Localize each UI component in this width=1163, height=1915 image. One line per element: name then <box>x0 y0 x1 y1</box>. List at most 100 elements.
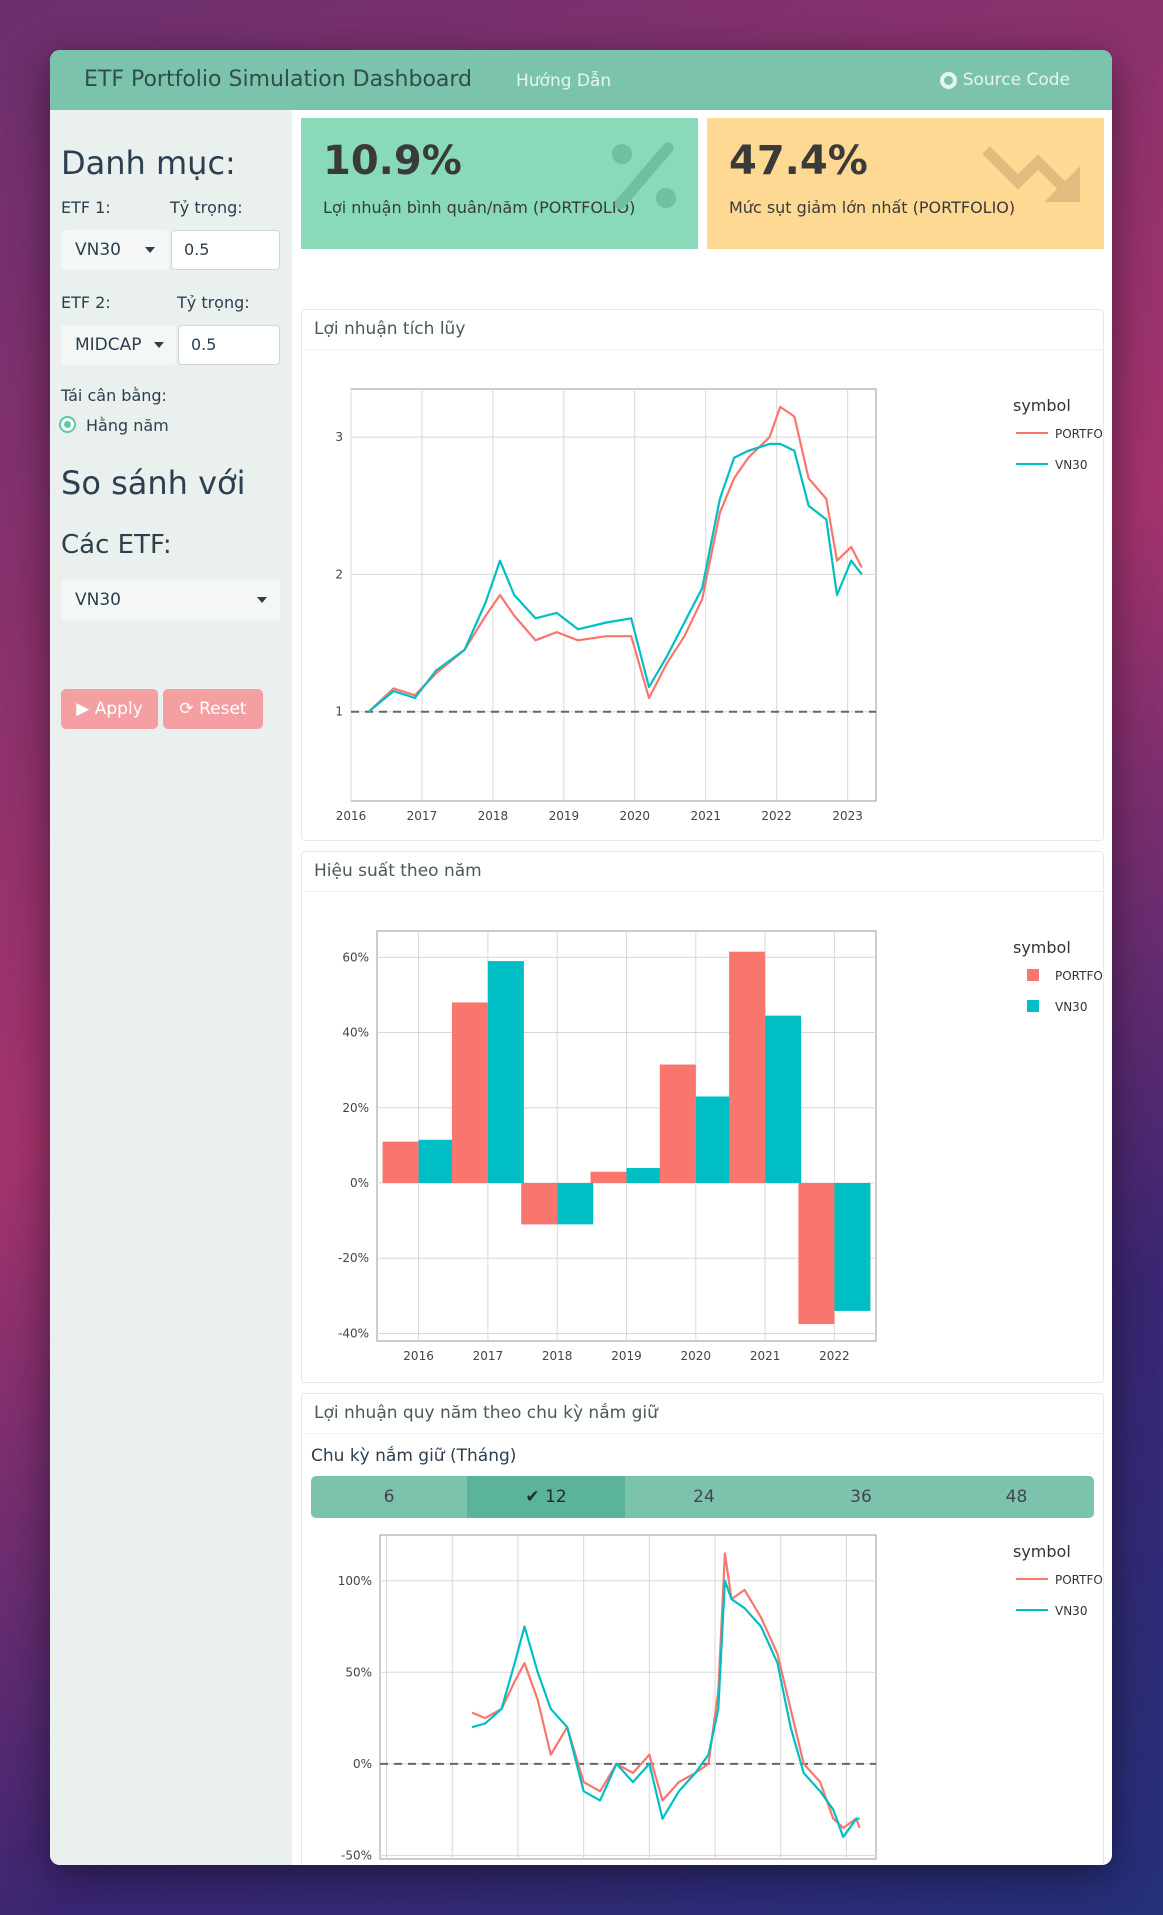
legend-label: VN30 <box>1055 458 1087 472</box>
guide-link[interactable]: Hướng Dẫn <box>516 71 612 91</box>
annual-card: Hiệu suất theo năm 60% 40% 20% 0% -20% -40% 20… <box>301 851 1104 1383</box>
y-tick-label: 100% <box>338 1574 372 1588</box>
legend-label: VN30 <box>1055 1000 1087 1014</box>
x-tick-label: 2023 <box>832 809 863 823</box>
x-tick-label: 2019 <box>549 809 580 823</box>
bar <box>451 1002 488 1184</box>
legend-label: PORTFOLIO <box>1055 427 1103 441</box>
portfolio-heading: Danh mục: <box>61 144 236 182</box>
app-title[interactable]: ETF Portfolio Simulation Dashboard <box>84 67 473 92</box>
series-line <box>471 1579 860 1839</box>
rolling-title: Lợi nhuận quy năm theo chu kỳ nắm giữ <box>314 1403 658 1423</box>
etfs-heading: Các ETF: <box>61 530 172 560</box>
play-icon: ▶ <box>76 699 95 719</box>
compare-select-value: VN30 <box>75 590 121 610</box>
source-code-label: Source Code <box>962 70 1070 90</box>
bar <box>521 1183 558 1225</box>
x-tick-label: 2016 <box>336 809 367 823</box>
y-tick-label: -20% <box>338 1251 369 1265</box>
apply-button[interactable]: ▶ Apply <box>61 689 158 729</box>
cumulative-return-chart: 2016 2017 2018 2019 2020 2021 2022 2023 1 2 3 symbo… <box>335 388 1103 823</box>
x-tick-label: 2018 <box>542 1349 573 1363</box>
bar <box>765 1015 802 1184</box>
legend-label: PORTFOLIO <box>1055 1573 1103 1587</box>
x-tick-label: 2019 <box>611 1349 642 1363</box>
plot-area <box>379 1534 877 1860</box>
bar <box>798 1183 835 1325</box>
x-tick-label: 2020 <box>681 1349 712 1363</box>
y-tick-label: 50% <box>345 1665 372 1679</box>
legend-title: symbol <box>1013 938 1071 957</box>
cumulative-title: Lợi nhuận tích lũy <box>314 319 466 339</box>
legend-title: symbol <box>1013 1542 1071 1561</box>
legend-title: symbol <box>1013 396 1071 415</box>
y-tick-label: 60% <box>342 950 369 964</box>
y-tick-label: 1 <box>335 705 343 719</box>
trend-down-icon <box>982 146 1080 202</box>
etf1-label: ETF 1: <box>61 198 111 217</box>
rebalance-radio[interactable] <box>59 416 76 433</box>
period-12-button[interactable]: ✔ 12 <box>467 1476 625 1518</box>
chevron-down-icon <box>257 597 267 603</box>
bar <box>418 1139 455 1184</box>
app-window: ETF Portfolio Simulation Dashboard Hướng… <box>50 50 1112 1865</box>
y-tick-label: 3 <box>335 430 343 444</box>
source-code-link[interactable]: Source Code <box>939 70 1070 90</box>
x-tick-label: 2018 <box>478 809 509 823</box>
series-line <box>471 1552 861 1829</box>
apply-label: Apply <box>94 699 143 719</box>
etf1-weight-input[interactable]: 0.5 <box>171 230 280 270</box>
period-24-button[interactable]: 24 <box>693 1487 715 1507</box>
annual-return-chart: 60% 40% 20% 0% -20% -40% 2016 2017 2018 2019 2020 2… <box>338 930 1103 1363</box>
chevron-down-icon <box>154 342 164 348</box>
bar <box>729 951 766 1184</box>
github-icon <box>939 71 957 89</box>
x-tick-label: 2017 <box>473 1349 504 1363</box>
bar <box>382 1141 419 1184</box>
plot-area <box>350 388 877 802</box>
legend-swatch <box>1027 1000 1039 1012</box>
series-line <box>367 405 863 713</box>
rolling-return-chart: 20162017201820192020202120222023100%50%0… <box>338 1534 1103 1862</box>
etf2-weight-label: Tỷ trọng: <box>177 293 250 312</box>
y-tick-label: -40% <box>338 1326 369 1340</box>
compare-select[interactable]: VN30 <box>61 580 280 620</box>
avg-return-value: 10.9% <box>323 138 462 184</box>
rolling-card: Lợi nhuận quy năm theo chu kỳ nắm giữ Ch… <box>301 1393 1104 1865</box>
y-tick-label: 0% <box>353 1757 372 1771</box>
etf2-select-value: MIDCAP <box>75 335 142 355</box>
etf2-select[interactable]: MIDCAP <box>61 325 176 365</box>
etf2-weight-input[interactable]: 0.5 <box>178 325 280 365</box>
legend-swatch <box>1027 969 1039 981</box>
reset-label: Reset <box>199 699 247 719</box>
y-tick-label: 0% <box>350 1176 369 1190</box>
navbar: ETF Portfolio Simulation Dashboard Hướng… <box>50 50 1112 110</box>
legend-label: VN30 <box>1055 1604 1087 1618</box>
percent-icon <box>612 142 676 210</box>
refresh-icon: ⟳ <box>179 699 200 719</box>
avg-return-box: 10.9% Lợi nhuận bình quân/năm (PORTFOLIO… <box>301 118 698 249</box>
period-12-label: 12 <box>545 1487 567 1507</box>
period-36-button[interactable]: 36 <box>850 1487 872 1507</box>
reset-button[interactable]: ⟳ Reset <box>163 689 263 729</box>
period-6-button[interactable]: 6 <box>383 1487 395 1507</box>
etf1-select[interactable]: VN30 <box>61 230 169 270</box>
bar <box>626 1167 663 1184</box>
chevron-down-icon <box>145 247 155 253</box>
rebalance-option-label[interactable]: Hằng năm <box>86 416 169 435</box>
max-drawdown-label: Mức sụt giảm lớn nhất (PORTFOLIO) <box>729 198 1016 217</box>
period-48-button[interactable]: 48 <box>1005 1487 1028 1507</box>
y-tick-label: 2 <box>335 567 343 581</box>
bar <box>557 1183 594 1225</box>
sidebar: Danh mục: ETF 1: Tỷ trọng: VN30 0.5 ETF … <box>50 110 292 1865</box>
bar <box>695 1096 732 1184</box>
x-tick-label: 2016 <box>403 1349 434 1363</box>
bar <box>487 961 524 1184</box>
avg-return-label: Lợi nhuận bình quân/năm (PORTFOLIO) <box>323 198 636 217</box>
bar <box>834 1183 871 1311</box>
y-tick-label: -50% <box>341 1848 372 1862</box>
etf1-weight-label: Tỷ trọng: <box>170 198 243 217</box>
etf2-label: ETF 2: <box>61 293 111 312</box>
legend-label: PORTFOLIO <box>1055 969 1103 983</box>
series-line <box>367 442 863 713</box>
